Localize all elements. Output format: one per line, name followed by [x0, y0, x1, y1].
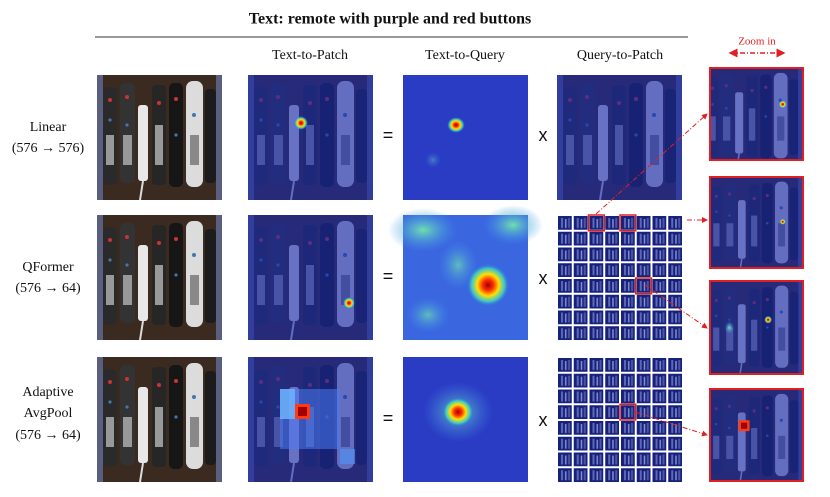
zoom-connectors [595, 113, 708, 437]
query-to-patch-grid [557, 214, 683, 341]
equals: = [383, 125, 394, 145]
row-label: AvgPool [24, 406, 73, 421]
text-to-patch-map [248, 215, 373, 340]
text-to-query-map [403, 75, 528, 200]
equals: = [383, 408, 394, 428]
times: x [539, 410, 548, 430]
times: x [539, 268, 548, 288]
times: x [539, 125, 548, 145]
row-label: Linear [30, 120, 67, 135]
zoom-view [709, 67, 804, 161]
text-to-patch-map [248, 357, 373, 482]
zoom-view [709, 388, 804, 482]
input-image [96, 356, 223, 483]
zoom-view [709, 176, 804, 269]
row-label: (576 → 64) [15, 428, 81, 443]
zoom-label: Zoom in [738, 36, 776, 48]
column-header: Text-to-Query [425, 48, 505, 63]
column-header: Query-to-Patch [577, 48, 663, 63]
row-label: QFormer [22, 260, 74, 275]
input-image [96, 214, 223, 341]
text-to-query-map [403, 357, 528, 482]
text-to-query-map [388, 205, 543, 340]
text-to-patch-map [248, 75, 373, 200]
column-header: Text-to-Patch [272, 48, 348, 63]
input-image [96, 74, 223, 201]
equals: = [383, 266, 394, 286]
query-to-patch-grid [557, 357, 683, 483]
row-label: (576 → 576) [12, 141, 85, 156]
zoom-view [709, 280, 804, 375]
row-label: Adaptive [22, 385, 73, 400]
title: Text: remote with purple and red buttons [249, 11, 531, 28]
query-to-patch-map [557, 75, 682, 200]
row-label: (576 → 64) [15, 281, 81, 296]
